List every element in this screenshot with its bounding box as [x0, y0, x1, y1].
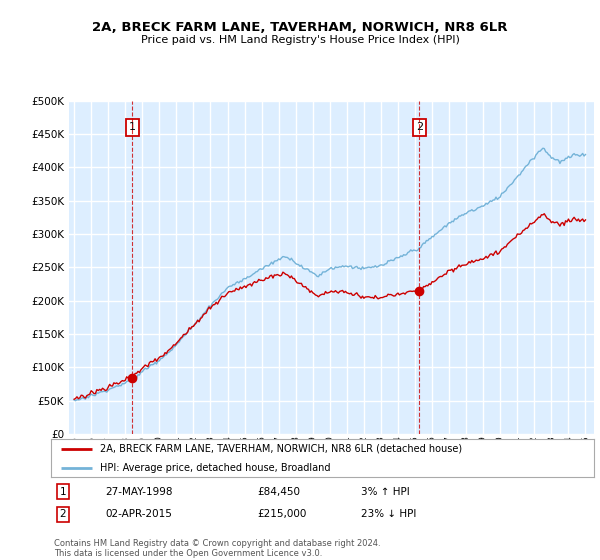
Text: 1: 1 [129, 123, 136, 133]
Text: 1: 1 [59, 487, 66, 497]
Text: Price paid vs. HM Land Registry's House Price Index (HPI): Price paid vs. HM Land Registry's House … [140, 35, 460, 45]
Text: 27-MAY-1998: 27-MAY-1998 [106, 487, 173, 497]
Text: 3% ↑ HPI: 3% ↑ HPI [361, 487, 409, 497]
Text: Contains HM Land Registry data © Crown copyright and database right 2024.
This d: Contains HM Land Registry data © Crown c… [54, 539, 380, 558]
Text: 23% ↓ HPI: 23% ↓ HPI [361, 510, 416, 520]
Text: 2A, BRECK FARM LANE, TAVERHAM, NORWICH, NR8 6LR (detached house): 2A, BRECK FARM LANE, TAVERHAM, NORWICH, … [100, 444, 462, 454]
Text: HPI: Average price, detached house, Broadland: HPI: Average price, detached house, Broa… [100, 463, 331, 473]
Text: 2: 2 [59, 510, 66, 520]
Text: 2A, BRECK FARM LANE, TAVERHAM, NORWICH, NR8 6LR: 2A, BRECK FARM LANE, TAVERHAM, NORWICH, … [92, 21, 508, 34]
Text: £215,000: £215,000 [257, 510, 307, 520]
Text: £84,450: £84,450 [257, 487, 301, 497]
Text: 02-APR-2015: 02-APR-2015 [106, 510, 172, 520]
Text: 2: 2 [416, 123, 423, 133]
